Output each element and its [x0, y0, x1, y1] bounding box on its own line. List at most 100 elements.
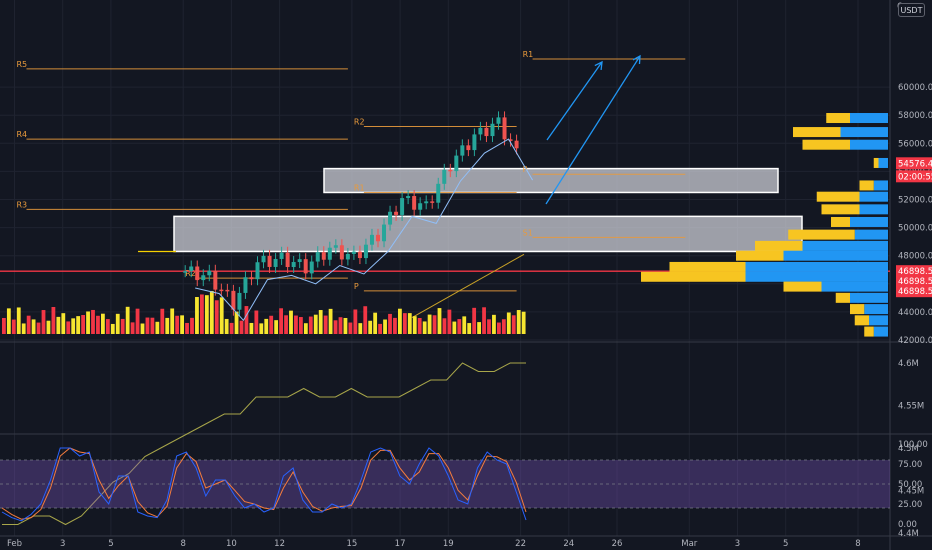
volume-tick-label: 4.55M — [898, 402, 924, 412]
time-tick-label[interactable]: 8 — [855, 539, 860, 549]
volume-bar — [36, 322, 41, 334]
volume-bar — [308, 316, 313, 334]
candle-body — [376, 234, 380, 242]
indicator-lines — [195, 138, 534, 322]
volume-bar — [2, 318, 6, 334]
volume-bar — [81, 315, 85, 334]
candle-body — [189, 266, 194, 272]
time-axis[interactable]: Feb 3 5 8 10 12 15 17 19 22 24 26 Mar 3 5 8 — [7, 539, 861, 549]
candle-body — [297, 259, 302, 263]
stoch-tick-label: 0.00 — [898, 520, 917, 530]
support-price-tag-bg — [896, 285, 932, 298]
time-tick-label[interactable]: Mar — [681, 539, 698, 549]
candle-body — [261, 255, 266, 263]
volume-bar — [61, 313, 66, 334]
volume-bar — [175, 315, 180, 334]
volume-bar — [130, 322, 135, 334]
volume-bar — [224, 318, 229, 334]
volume-bar — [313, 314, 318, 334]
price-tick-label: 56000.00 — [898, 139, 932, 149]
time-tick-label[interactable]: 5 — [783, 539, 788, 549]
volume-bar — [477, 322, 481, 334]
candle-body — [514, 140, 519, 149]
volume-bar — [417, 317, 422, 334]
last-price-tag: 54576.48 — [898, 159, 932, 169]
volume-bar — [165, 317, 170, 334]
volume-bar — [31, 319, 36, 334]
candle-body — [484, 127, 489, 137]
candle-body — [309, 261, 314, 274]
candle-body — [195, 266, 200, 281]
pivot-label: R5 — [17, 60, 28, 69]
volume-bar — [56, 316, 61, 334]
volume-bars — [2, 290, 526, 334]
time-tick-label[interactable]: Feb — [7, 539, 22, 549]
candle-body — [424, 201, 429, 204]
volume-bar — [402, 313, 407, 334]
candle-body — [213, 270, 218, 290]
volume-bar — [447, 309, 452, 334]
volume-bar — [497, 322, 501, 334]
candle-body — [502, 117, 507, 140]
volume-bar — [323, 315, 328, 334]
time-tick-label[interactable]: 3 — [60, 539, 65, 549]
profile-sell-bar — [835, 292, 850, 303]
volume-bar — [363, 306, 368, 334]
time-tick-label[interactable]: 19 — [443, 539, 454, 549]
time-tick-label[interactable]: 26 — [612, 539, 623, 549]
volume-bar — [46, 320, 51, 334]
volume-bar — [234, 311, 239, 334]
profile-sell-bar — [850, 304, 865, 315]
volume-bar — [482, 307, 486, 334]
price-axis[interactable]: 42000.0044000.0046000.0048000.0050000.00… — [897, 2, 932, 539]
profile-buy-bar — [859, 191, 888, 202]
profile-buy-bar — [869, 315, 888, 326]
currency-button[interactable]: USDT — [898, 3, 925, 17]
price-tick-label: 60000.00 — [898, 83, 932, 93]
time-tick-label[interactable]: 15 — [346, 539, 357, 549]
time-tick-label[interactable]: 5 — [108, 539, 113, 549]
time-tick-label[interactable]: 17 — [395, 539, 406, 549]
volume-bar — [284, 315, 288, 334]
moving-average-line — [195, 138, 534, 322]
volume-profile — [641, 113, 888, 337]
candle-body — [472, 134, 477, 151]
volume-bar — [343, 317, 348, 334]
time-tick-label[interactable]: 10 — [226, 539, 237, 549]
time-tick-label[interactable]: 24 — [563, 539, 574, 549]
trend-line — [411, 253, 525, 318]
volume-bar — [86, 311, 90, 334]
profile-sell-bar — [873, 157, 879, 168]
volume-bar — [289, 310, 293, 334]
volume-bar — [338, 317, 343, 334]
volume-bar — [66, 321, 71, 334]
candle-body — [183, 271, 188, 273]
candle-body — [333, 245, 338, 248]
profile-sell-bar — [793, 127, 841, 138]
volume-tick-label: 4.5M — [898, 444, 919, 454]
profile-sell-bar — [669, 261, 746, 272]
profile-buy-bar — [745, 271, 888, 282]
candle-body — [279, 252, 284, 259]
volume-bar — [467, 323, 472, 334]
profile-sell-bar — [788, 229, 855, 240]
stoch-tick-label: 75.00 — [898, 460, 922, 470]
stoch-k-line — [1, 447, 527, 522]
candle-body — [267, 255, 272, 267]
volume-bar — [239, 320, 244, 334]
volume-bar — [437, 308, 442, 334]
volume-bar — [407, 313, 412, 334]
profile-buy-bar — [783, 250, 888, 261]
candle-body — [243, 277, 248, 293]
candle-body — [231, 290, 236, 310]
time-tick-label[interactable]: 8 — [180, 539, 185, 549]
volume-bar — [492, 314, 496, 334]
volume-bar — [214, 300, 219, 334]
profile-sell-bar — [736, 250, 784, 261]
time-tick-label[interactable]: 12 — [274, 539, 285, 549]
time-tick-label[interactable]: 3 — [735, 539, 740, 549]
candle-body — [249, 277, 254, 280]
pivot-label: R2 — [185, 269, 196, 278]
time-tick-label[interactable]: 22 — [515, 539, 526, 549]
